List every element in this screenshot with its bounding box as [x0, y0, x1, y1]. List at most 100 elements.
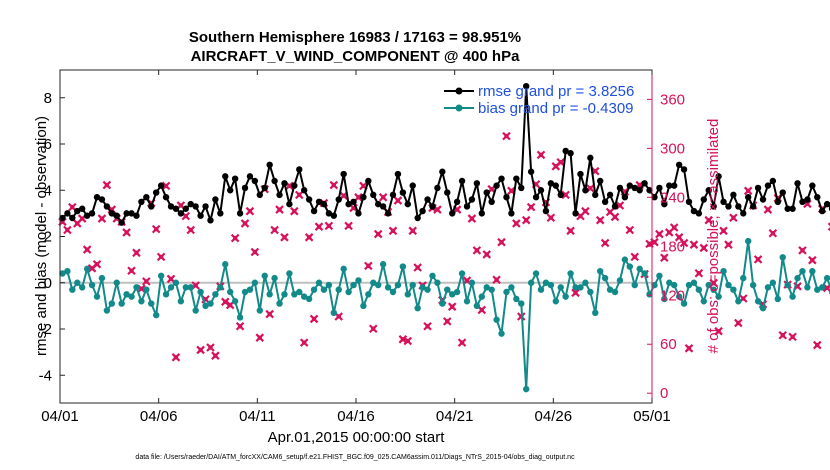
obs-marker-dot [376, 231, 381, 237]
footnote: data file: /Users/raeder/DAI/ATM_forcXX/… [135, 454, 575, 461]
bias-point [488, 286, 495, 293]
bias-point [730, 286, 737, 293]
obs-marker-dot [711, 280, 716, 286]
bias-point [493, 316, 500, 323]
obs-marker-dot [208, 345, 213, 350]
rmse-point [572, 210, 579, 217]
obs-marker-dot [815, 342, 820, 348]
bias-point [641, 270, 648, 277]
bias-point [276, 300, 283, 307]
rmse-point [162, 193, 170, 201]
obs-marker-dot [277, 207, 282, 212]
rmse-point [537, 187, 545, 194]
rmse-point [582, 187, 589, 194]
bias-layer [59, 237, 830, 393]
rmse-point [251, 177, 259, 185]
obs-marker [679, 238, 689, 248]
obs-marker-dot [736, 320, 741, 326]
chart-subtitle: AIRCRAFT_V_WIND_COMPONENT @ 400 hPa [191, 48, 521, 65]
rmse-point [720, 198, 727, 206]
legend-rmse-marker [455, 87, 463, 95]
obs-marker [724, 240, 733, 249]
obs-marker [719, 226, 728, 236]
obs-marker [630, 252, 640, 262]
obs-marker [186, 225, 196, 235]
rmse-point [74, 207, 81, 215]
obs-marker-dot [124, 230, 129, 235]
plot-area [60, 70, 652, 403]
bias-point [606, 286, 614, 293]
obs-marker [245, 206, 255, 216]
obs-marker-dot [287, 183, 292, 189]
y-tick-label-left: 2 [44, 229, 52, 246]
obs-marker-dot [188, 227, 193, 233]
bias-point [463, 298, 471, 305]
obs-marker-dot [583, 208, 588, 214]
obs-marker [211, 351, 220, 360]
rmse-point [725, 203, 732, 210]
obs-marker-dot [454, 207, 460, 212]
obs-marker-dot [70, 204, 75, 210]
obs-marker [290, 206, 299, 216]
obs-marker [492, 275, 501, 285]
rmse-point [483, 189, 490, 196]
rmse-point [143, 193, 150, 201]
bias-point [128, 293, 135, 300]
obs-marker-dot [464, 278, 470, 283]
obs-marker-dot [311, 316, 317, 322]
bias-point [340, 265, 347, 273]
obs-marker-dot [686, 346, 692, 351]
rmse-point [562, 147, 569, 155]
rmse-point [606, 191, 614, 199]
obs-marker-dot [331, 182, 336, 188]
rmse-point [774, 198, 781, 206]
rmse-point [458, 177, 466, 185]
obs-marker [373, 229, 383, 239]
rmse-point [661, 200, 668, 208]
rmse-point [315, 198, 323, 206]
rmse-point [241, 184, 249, 192]
obs-marker-dot [484, 252, 489, 257]
obs-marker [472, 246, 482, 255]
rmse-point [611, 203, 619, 210]
rmse-point [157, 182, 165, 189]
bias-point [207, 300, 214, 307]
rmse-point [340, 170, 347, 178]
rmse-point [222, 173, 229, 180]
bias-point [532, 270, 540, 277]
rmse-point [468, 196, 476, 203]
rmse-point [335, 196, 342, 203]
obs-marker [235, 322, 245, 331]
bias-point [187, 284, 194, 291]
bias-point [330, 309, 337, 317]
bias-point [157, 272, 165, 280]
y-tick-label-right: 240 [660, 189, 685, 206]
rmse-point [256, 191, 263, 199]
bias-point [197, 288, 204, 296]
obs-marker [127, 266, 136, 276]
rmse-point [814, 193, 821, 201]
obs-marker-dot [598, 217, 603, 223]
obs-marker-dot [228, 302, 233, 308]
obs-marker [304, 233, 314, 242]
obs-marker [82, 245, 92, 254]
obs-marker-dot [80, 216, 85, 221]
bias-point [167, 284, 175, 291]
obs-marker-dot [469, 216, 475, 221]
bias-point [749, 281, 757, 289]
obs-marker-dot [144, 279, 149, 284]
rmse-point [301, 187, 308, 194]
rmse-point [330, 212, 337, 219]
obs-marker [689, 240, 699, 249]
obs-marker [798, 246, 807, 255]
obs-marker-dot [637, 182, 642, 188]
bias-point [222, 261, 229, 268]
rmse-point [375, 200, 382, 208]
bias-point [379, 261, 387, 268]
obs-marker-dot [257, 335, 262, 340]
bias-point [700, 298, 707, 305]
y-axis-label-right: # of obs: o=possible; ×=assimilated [705, 119, 722, 354]
obs-marker-dot [282, 235, 287, 240]
obs-marker [704, 215, 714, 225]
bias-point [231, 298, 239, 305]
